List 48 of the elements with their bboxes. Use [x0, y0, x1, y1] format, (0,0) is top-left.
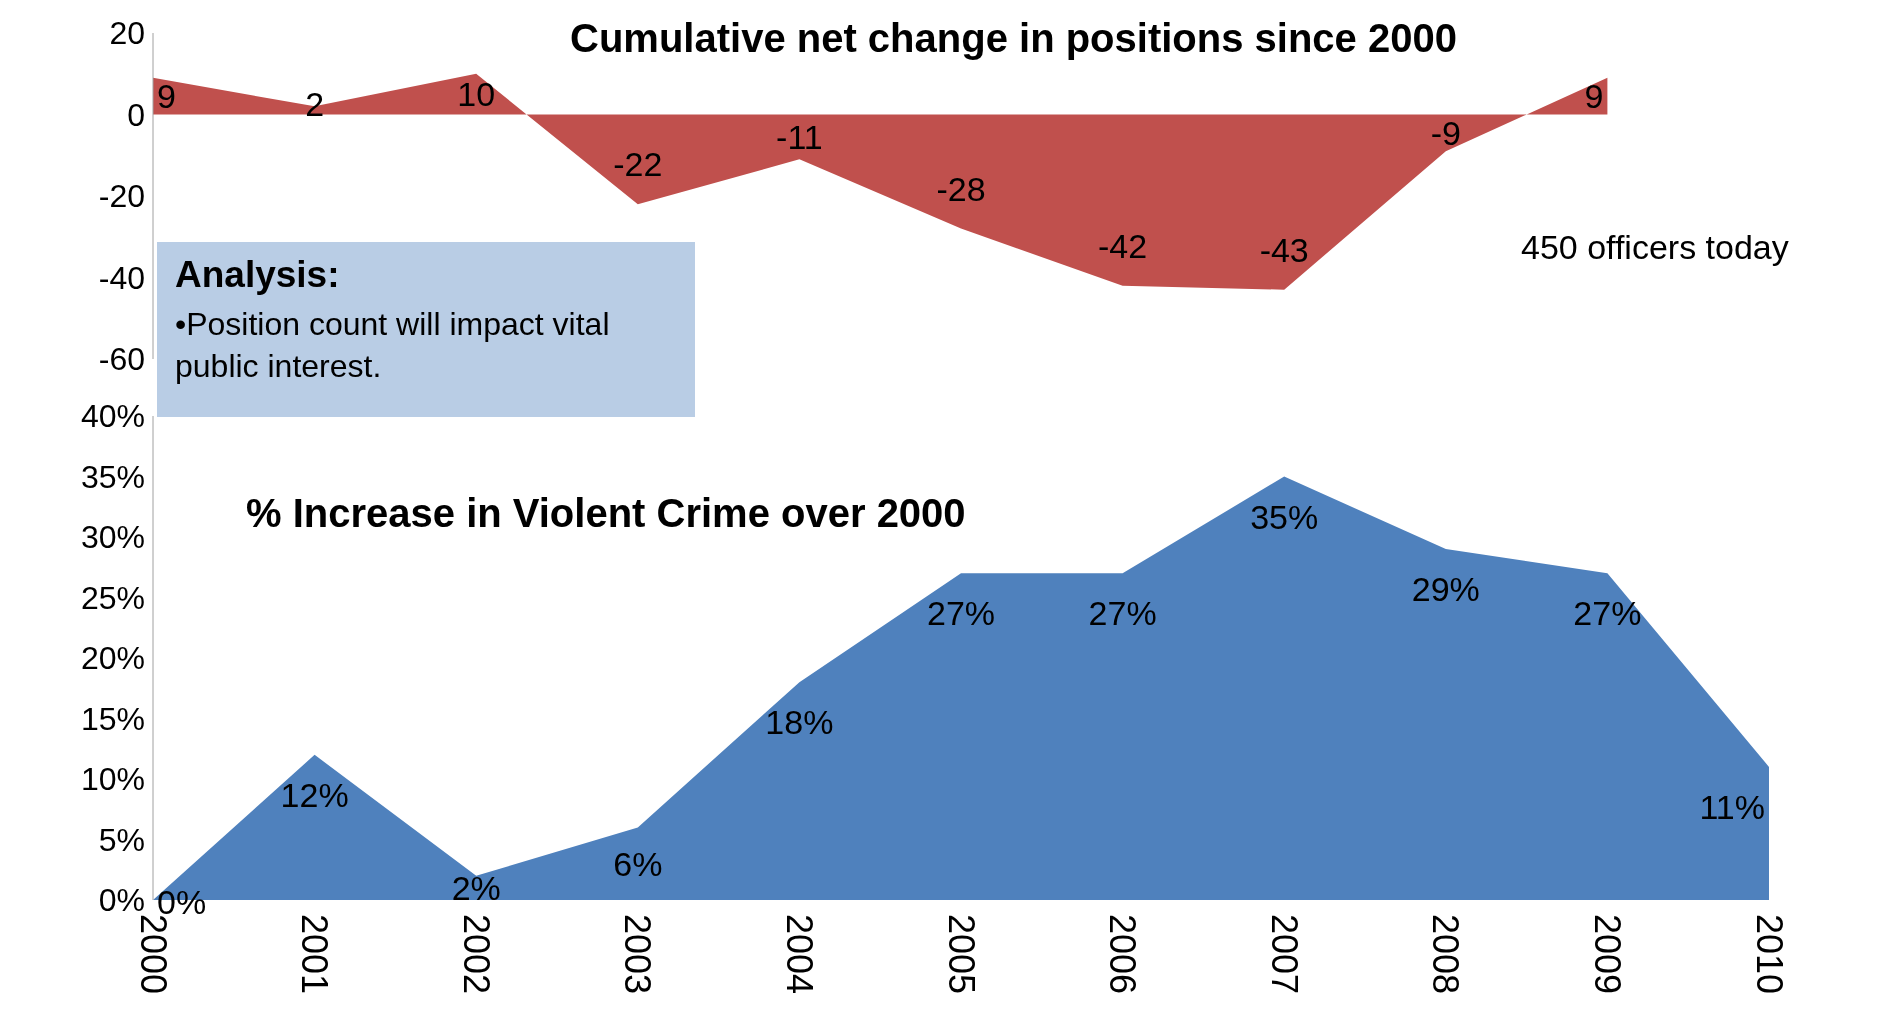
data-label: 11%: [1699, 787, 1765, 826]
x-tick-label: 2002: [455, 914, 497, 995]
x-tick-label: 2003: [617, 914, 659, 995]
y-tick-label: -60: [98, 341, 145, 378]
data-label: -9: [1430, 113, 1461, 152]
data-label: -22: [613, 145, 663, 184]
y-tick-label: 20: [109, 15, 145, 52]
data-label: 9: [157, 77, 176, 116]
y-tick-label: 25%: [80, 579, 145, 616]
y-tick-label: 5%: [98, 821, 145, 858]
x-tick-label: 2001: [294, 914, 336, 995]
data-label: 27%: [1088, 594, 1157, 633]
y-tick-label: -40: [98, 259, 145, 296]
data-label: 27%: [1573, 594, 1642, 633]
data-label: 9: [1584, 77, 1604, 116]
data-label: 27%: [926, 594, 996, 633]
annotation: •Position count will impact vital public interest.: [175, 305, 611, 386]
x-tick-label: 2008: [1425, 914, 1467, 995]
x-tick-label: 2006: [1102, 914, 1144, 995]
y-tick-label: 10%: [80, 761, 145, 798]
x-tick-label: 2009: [1586, 914, 1628, 995]
data-label: 10: [457, 75, 496, 114]
data-label: 29%: [1411, 570, 1480, 609]
data-label: 35%: [1250, 497, 1319, 536]
x-tick-label: 2007: [1263, 914, 1305, 995]
x-tick-label: 2004: [778, 914, 820, 995]
data-label: 2: [305, 85, 325, 124]
x-tick-label: 2010: [1748, 914, 1790, 995]
annotation: Analysis:: [175, 254, 341, 296]
data-label: 18%: [765, 703, 834, 742]
y-tick-label: 15%: [80, 700, 145, 737]
y-tick-label: 0: [127, 96, 145, 133]
data-label: 6%: [613, 844, 663, 883]
y-tick-label: 20%: [80, 640, 145, 677]
y-tick-label: -20: [98, 178, 145, 215]
annotation: 450 officers today: [1521, 228, 1789, 267]
data-label: -11: [776, 117, 823, 156]
chart-title: Cumulative net change in positions since 2000: [570, 16, 1457, 60]
text: % Increase in Violent Crime over 2000: [246, 490, 966, 536]
y-tick-label: 35%: [80, 458, 145, 495]
data-label: -42: [1098, 226, 1148, 265]
y-tick-label: 30%: [80, 519, 145, 556]
x-tick-label: 2005: [940, 914, 982, 995]
data-label: 2%: [451, 868, 501, 907]
data-label: -43: [1259, 230, 1309, 269]
y-tick-label: 40%: [80, 398, 145, 435]
data-label: 12%: [280, 775, 349, 814]
data-label: -28: [936, 169, 986, 208]
